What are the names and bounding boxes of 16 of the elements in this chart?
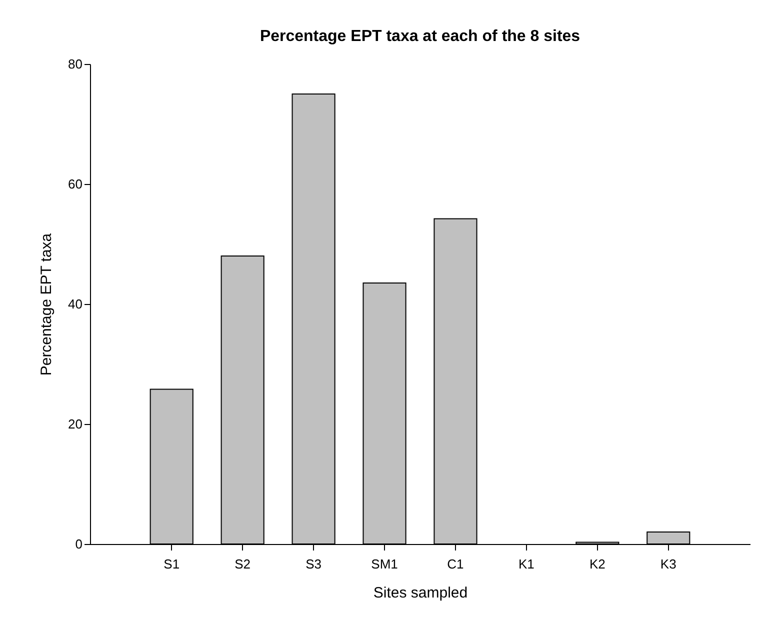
x-tick-label: K2 [589, 556, 606, 572]
x-tick-label: SM1 [371, 556, 398, 572]
chart-title: Percentage EPT taxa at each of the 8 sites [260, 28, 580, 45]
x-tick-label: K1 [518, 556, 534, 572]
x-tick-label: K3 [660, 556, 676, 572]
x-tick-label: C1 [447, 556, 464, 572]
y-tick-label: 80 [68, 56, 82, 72]
y-tick-label: 40 [68, 296, 82, 312]
x-axis-title: Sites sampled [373, 584, 468, 602]
y-tick-label: 20 [68, 416, 82, 432]
x-tick-label: S2 [234, 556, 251, 572]
y-tick-label: 60 [68, 176, 82, 192]
y-tick-label: 0 [75, 536, 82, 552]
x-tick-label: S1 [164, 556, 180, 572]
y-axis-title: Percentage EPT taxa [38, 232, 56, 376]
x-tick-label: S3 [306, 556, 322, 572]
